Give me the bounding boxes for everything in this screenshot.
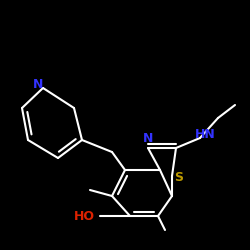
Text: HO: HO	[74, 210, 95, 222]
Text: N: N	[33, 78, 43, 91]
Text: N: N	[143, 132, 153, 144]
Text: S: S	[174, 171, 183, 184]
Text: HN: HN	[195, 128, 216, 141]
